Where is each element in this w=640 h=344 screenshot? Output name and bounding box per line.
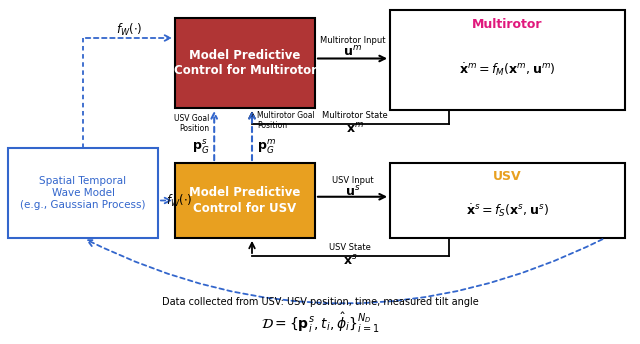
Text: Multirotor Goal
Position: Multirotor Goal Position bbox=[257, 111, 315, 130]
Text: $\mathbf{x}^m$: $\mathbf{x}^m$ bbox=[346, 122, 364, 136]
Text: Model Predictive
Control for Multirotor: Model Predictive Control for Multirotor bbox=[173, 49, 317, 77]
Bar bbox=[390, 10, 625, 110]
FancyArrowPatch shape bbox=[87, 239, 602, 303]
Text: Data collected from USV: USV position, time, measured tilt angle: Data collected from USV: USV position, t… bbox=[162, 297, 478, 307]
Text: Multirotor: Multirotor bbox=[472, 18, 543, 31]
Text: Spatial Temporal
Wave Model
(e.g., Gaussian Process): Spatial Temporal Wave Model (e.g., Gauss… bbox=[20, 176, 146, 209]
Text: $\mathcal{D} = \{\mathbf{p}_i^s, t_i, \hat{\phi}_i\}_{i=1}^{N_D}$: $\mathcal{D} = \{\mathbf{p}_i^s, t_i, \h… bbox=[260, 311, 380, 335]
Text: $\mathbf{u}^s$: $\mathbf{u}^s$ bbox=[345, 185, 360, 199]
Text: $f_W(\cdot)$: $f_W(\cdot)$ bbox=[116, 22, 142, 38]
Text: USV Input: USV Input bbox=[332, 176, 373, 185]
Text: $\mathbf{p}_G^m$: $\mathbf{p}_G^m$ bbox=[257, 139, 276, 156]
Text: Multirotor Input: Multirotor Input bbox=[320, 36, 385, 45]
Text: $\mathbf{x}^s$: $\mathbf{x}^s$ bbox=[343, 254, 358, 268]
Text: USV: USV bbox=[493, 170, 522, 183]
Text: Multirotor State: Multirotor State bbox=[323, 111, 388, 120]
Text: $\mathbf{u}^m$: $\mathbf{u}^m$ bbox=[343, 44, 362, 58]
Text: USV State: USV State bbox=[330, 244, 371, 252]
Text: USV Goal
Position: USV Goal Position bbox=[174, 114, 209, 133]
Text: $\dot{\mathbf{x}}^m = f_M(\mathbf{x}^m, \mathbf{u}^m)$: $\dot{\mathbf{x}}^m = f_M(\mathbf{x}^m, … bbox=[459, 62, 556, 78]
Text: Model Predictive
Control for USV: Model Predictive Control for USV bbox=[189, 186, 301, 215]
Text: $\mathbf{p}_G^s$: $\mathbf{p}_G^s$ bbox=[192, 139, 209, 156]
Bar bbox=[8, 148, 158, 238]
Text: $\dot{\mathbf{x}}^s = f_S(\mathbf{x}^s, \mathbf{u}^s)$: $\dot{\mathbf{x}}^s = f_S(\mathbf{x}^s, … bbox=[466, 202, 549, 219]
Text: $f_W(\cdot)$: $f_W(\cdot)$ bbox=[166, 192, 193, 208]
Bar bbox=[390, 163, 625, 238]
Bar bbox=[175, 18, 315, 108]
Bar bbox=[175, 163, 315, 238]
